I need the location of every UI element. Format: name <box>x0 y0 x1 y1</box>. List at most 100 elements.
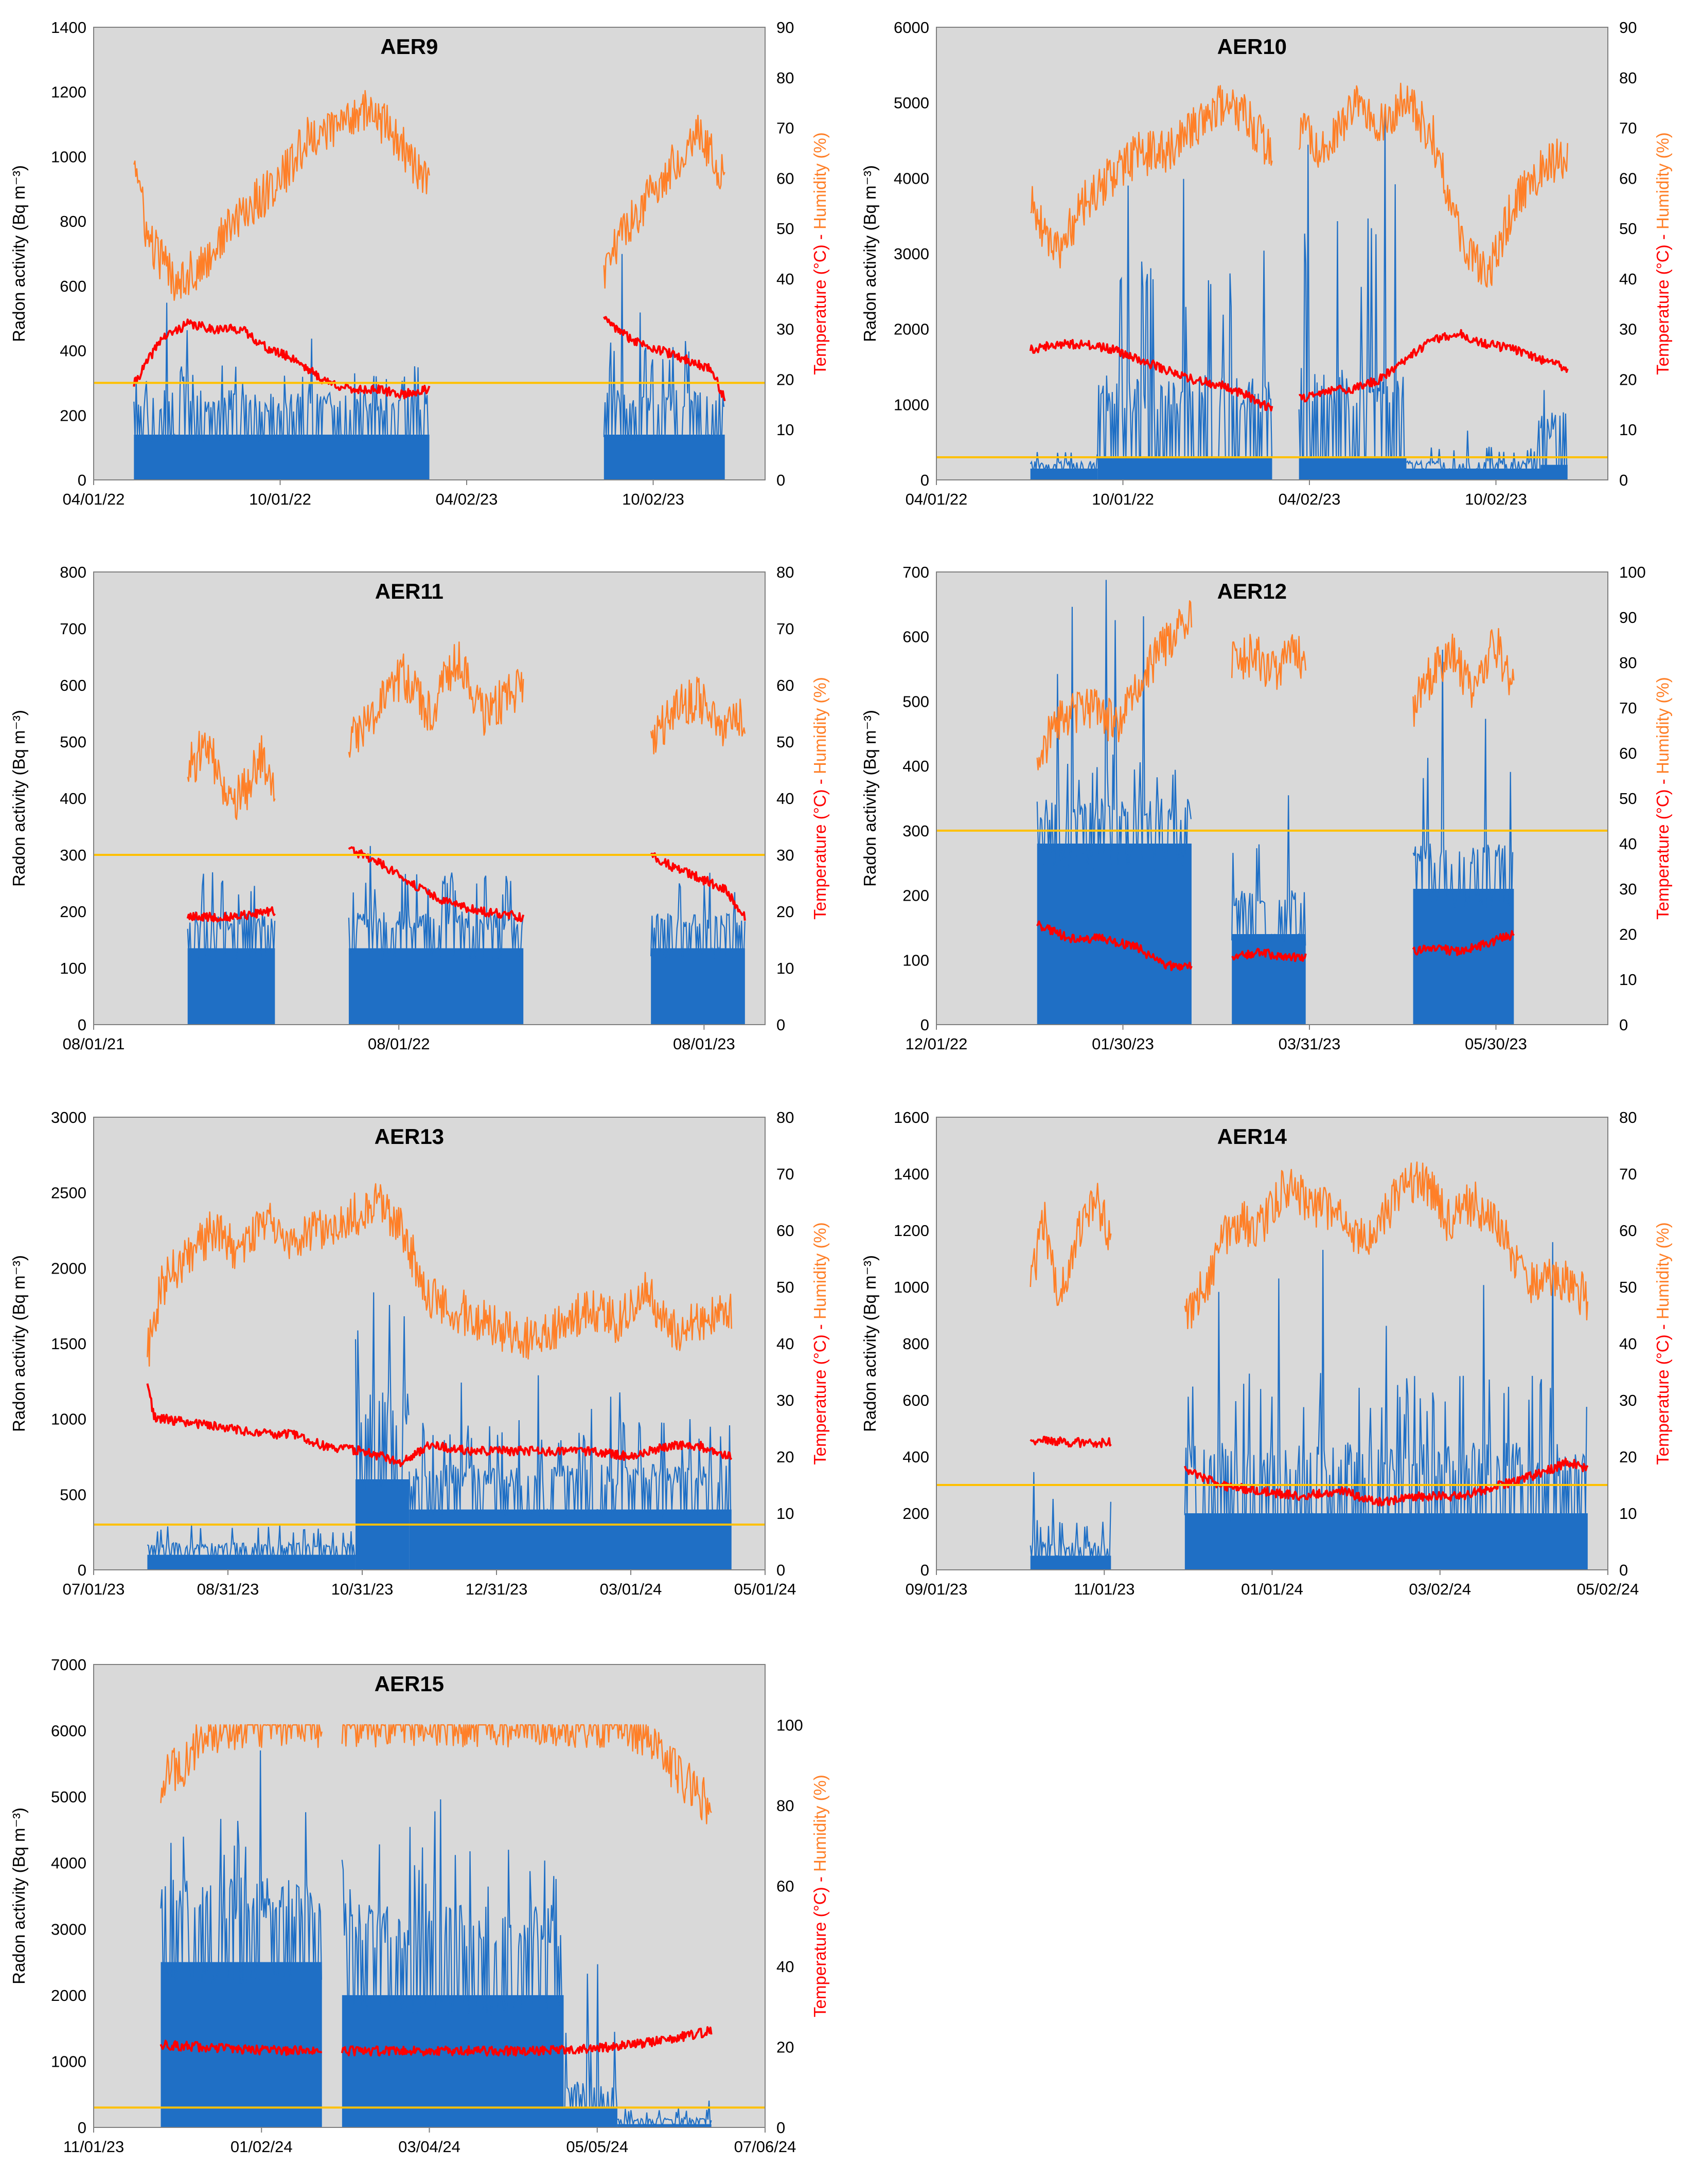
y2-tick-label: 10 <box>1619 971 1637 989</box>
temperature-line <box>603 316 726 402</box>
x-tick-label: 07/06/24 <box>734 2138 796 2156</box>
y2-tick-label: 90 <box>1619 608 1637 626</box>
chart-panel-aer13: 0 500 1000 1500 2000 2500 3000 0 10 20 30 40 50 60 70 8… <box>9 1108 829 1598</box>
y2-axis-label: Temperature (°C) - Humidity (%) <box>810 1775 829 2017</box>
series-temperature <box>1029 329 1569 411</box>
series-temperature <box>133 316 726 402</box>
radon-base-block <box>1413 889 1514 1025</box>
y2-axis-label: Temperature (°C) - Humidity (%) <box>810 677 829 920</box>
radon-base-block <box>604 435 725 480</box>
temperature-line <box>1036 920 1193 971</box>
chart-panel-aer14: 0 200 400 600 800 1000 1200 1400 1600 0 10 20 30 40 50… <box>860 1108 1672 1598</box>
y-tick-label: 1200 <box>51 83 86 101</box>
series-humidity <box>1030 1161 1589 1330</box>
x-tick-label: 03/02/24 <box>1409 1580 1471 1598</box>
series-humidity <box>1030 82 1568 288</box>
radon-trace <box>348 846 524 961</box>
y-tick-label: 800 <box>60 563 86 581</box>
y-tick-label: 0 <box>920 471 929 489</box>
y2-axis-label: Temperature (°C) - Humidity (%) <box>1653 677 1672 920</box>
radon-base-block <box>1299 457 1407 480</box>
x-tick-label: 11/01/23 <box>1074 1580 1134 1598</box>
y-tick-label: 0 <box>78 471 86 489</box>
x-tick-label: 08/01/23 <box>673 1035 735 1053</box>
x-tick-label: 05/30/23 <box>1465 1035 1527 1053</box>
y-tick-label: 200 <box>60 406 86 424</box>
radon-trace <box>1030 452 1098 472</box>
y2-tick-label: 50 <box>776 1278 794 1296</box>
y2-tick-label: 40 <box>776 1335 794 1353</box>
series-humidity <box>160 1724 712 1824</box>
y2-axis-label: Temperature (°C) - Humidity (%) <box>1653 1222 1672 1465</box>
y2-tick-label: 20 <box>776 1448 794 1466</box>
chart-panel-aer9: 0 200 400 600 800 1000 1200 1400 0 10 20 30 40 50 60 70… <box>9 19 829 508</box>
y2-tick-label: 80 <box>776 563 794 581</box>
y-axis-label: Radon activity (Bq m⁻³) <box>9 1255 28 1432</box>
y-tick-label: 0 <box>920 1561 929 1579</box>
x-tick-label: 05/01/24 <box>734 1580 796 1598</box>
y-tick-label: 3000 <box>51 1108 86 1126</box>
y2-label-separator: - <box>810 1872 829 1887</box>
humidity-line <box>1412 628 1515 727</box>
x-tick-label: 12/31/23 <box>466 1580 528 1598</box>
humidity-line <box>1030 85 1273 268</box>
x-tick-label: 01/01/24 <box>1241 1580 1303 1598</box>
radon-trace <box>650 872 746 960</box>
y2-tick-label: 80 <box>776 1108 794 1126</box>
humidity-line <box>1036 600 1193 771</box>
chart-title: AER9 <box>380 34 438 59</box>
series-humidity <box>1036 600 1515 771</box>
y2-label-humidity: Humidity (%) <box>810 677 829 774</box>
y2-label-temperature: Temperature (°C) <box>810 1334 829 1464</box>
x-tick-label: 04/02/23 <box>436 490 498 508</box>
y-tick-label: 700 <box>60 620 86 638</box>
y2-tick-label: 70 <box>1619 1165 1637 1183</box>
humidity-line <box>1298 82 1568 288</box>
y-tick-label: 600 <box>60 676 86 694</box>
y-tick-label: 400 <box>902 1448 929 1466</box>
radon-base-block <box>134 435 430 480</box>
y2-tick-label: 90 <box>1619 19 1637 37</box>
x-tick-label: 03/04/24 <box>398 2138 460 2156</box>
radon-trace <box>187 872 276 959</box>
y2-tick-label: 50 <box>776 220 794 238</box>
humidity-line <box>348 641 524 758</box>
y-tick-label: 800 <box>60 212 86 230</box>
plot-border <box>936 27 1608 480</box>
y-tick-label: 1000 <box>894 1278 929 1296</box>
y2-label-humidity: Humidity (%) <box>1653 677 1672 774</box>
y-tick-label: 1000 <box>51 1410 86 1428</box>
x-tick-label: 10/01/22 <box>1092 490 1154 508</box>
chart-title: AER12 <box>1217 579 1287 603</box>
chart-title: AER15 <box>375 1672 444 1696</box>
y2-tick-label: 40 <box>776 270 794 288</box>
x-tick-label: 11/01/23 <box>63 2138 124 2156</box>
x-tick-label: 08/01/21 <box>63 1035 125 1053</box>
y2-tick-label: 10 <box>776 1505 794 1523</box>
y-tick-label: 3000 <box>894 245 929 263</box>
y2-tick-label: 80 <box>1619 1108 1637 1126</box>
humidity-line <box>650 676 746 755</box>
y2-label-separator: - <box>810 229 829 244</box>
y2-tick-label: 10 <box>776 421 794 439</box>
x-tick-label: 10/31/23 <box>331 1580 394 1598</box>
radon-trace <box>1412 650 1514 910</box>
y2-tick-label: 60 <box>1619 169 1637 187</box>
x-tick-label: 12/01/22 <box>906 1035 968 1053</box>
y2-tick-label: 60 <box>776 1877 794 1895</box>
y2-tick-label: 80 <box>776 69 794 87</box>
y2-label-temperature: Temperature (°C) <box>1653 789 1672 919</box>
y-tick-label: 6000 <box>894 19 929 37</box>
y-tick-label: 1400 <box>51 19 86 37</box>
series-temperature <box>1036 920 1515 971</box>
radon-trace <box>1298 108 1406 462</box>
series-temperature <box>159 2026 713 2057</box>
y-tick-label: 4000 <box>894 169 929 187</box>
y2-tick-label: 40 <box>1619 1335 1637 1353</box>
y-tick-label: 500 <box>902 692 929 710</box>
radon-trace <box>160 1750 322 1987</box>
temperature-line <box>186 906 276 923</box>
y2-tick-label: 0 <box>1619 1016 1628 1034</box>
y2-label-separator: - <box>1653 774 1672 789</box>
